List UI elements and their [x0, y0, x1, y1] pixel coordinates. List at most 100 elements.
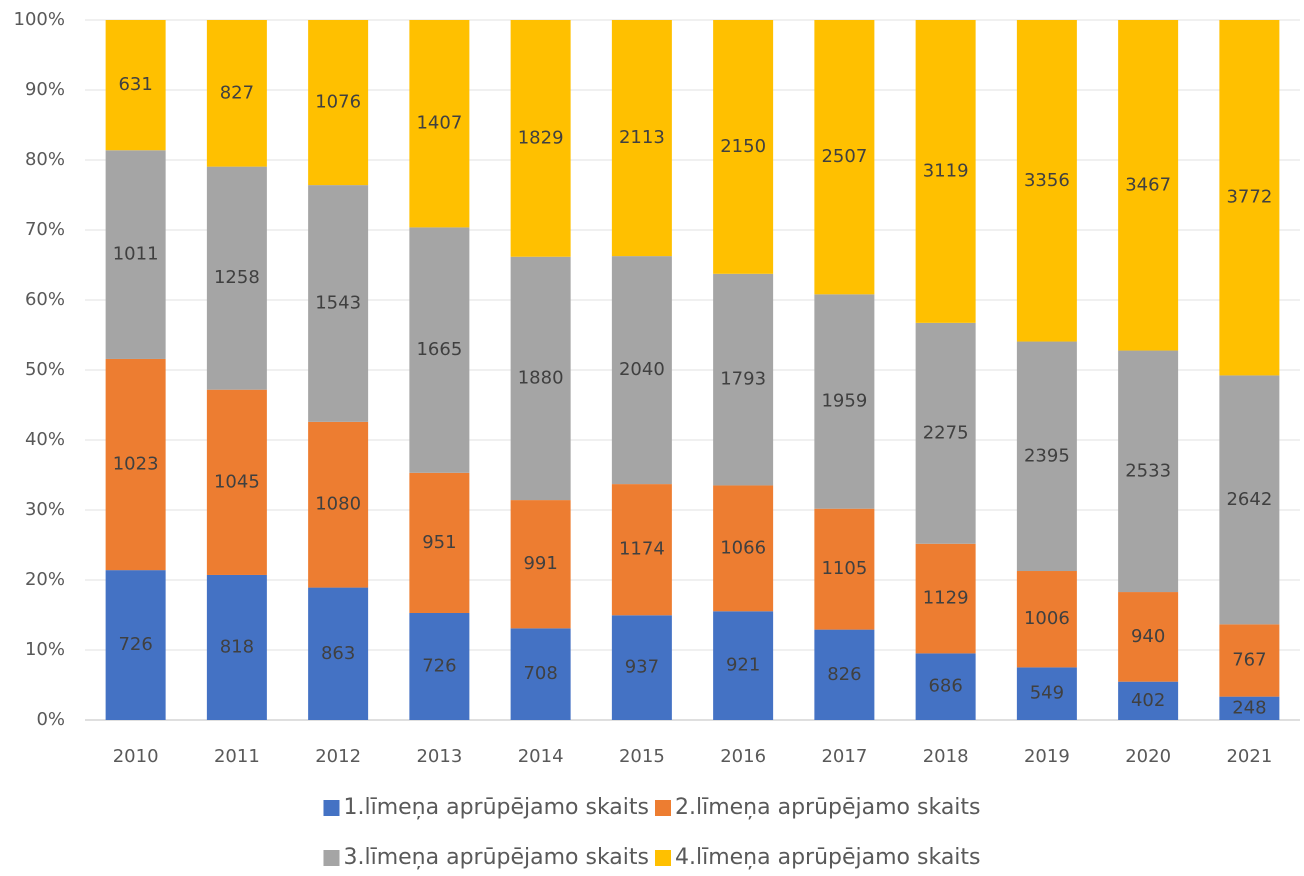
bar-segment [409, 20, 470, 228]
bar-segment [713, 20, 774, 274]
bar-segment [105, 20, 166, 151]
x-tick-label: 2017 [821, 746, 867, 767]
bar-segment [308, 185, 369, 422]
x-tick-label: 2010 [113, 746, 159, 767]
bar-segment [105, 358, 166, 571]
bar-segment [814, 20, 875, 295]
x-tick-label: 2011 [214, 746, 260, 767]
y-tick-label: 0% [36, 709, 65, 730]
data-label: 1023 [113, 454, 159, 475]
data-label: 631 [118, 74, 152, 95]
data-label: 1080 [315, 494, 361, 515]
data-label: 951 [422, 532, 456, 553]
data-label: 2395 [1024, 445, 1070, 466]
data-label: 937 [625, 657, 659, 678]
x-tick-label: 2020 [1125, 746, 1171, 767]
bar-segment [105, 150, 166, 359]
y-tick-label: 100% [14, 9, 65, 30]
bar-segment [713, 273, 774, 486]
data-label: 1045 [214, 471, 260, 492]
data-label: 1066 [720, 537, 766, 558]
bar-segment [308, 20, 369, 186]
x-tick-label: 2016 [720, 746, 766, 767]
data-label: 2040 [619, 359, 665, 380]
data-label: 3772 [1226, 187, 1272, 208]
data-label: 2533 [1125, 460, 1171, 481]
data-label: 1880 [518, 367, 564, 388]
y-tick-label: 80% [25, 149, 65, 170]
bar-segment [915, 322, 976, 544]
data-label: 1665 [416, 339, 462, 360]
data-label: 2642 [1226, 489, 1272, 510]
data-label: 726 [118, 634, 152, 655]
y-tick-label: 30% [25, 499, 65, 520]
data-label: 1829 [518, 127, 564, 148]
bar-segment [510, 256, 571, 501]
data-label: 2113 [619, 127, 665, 148]
legend-swatch [323, 850, 340, 866]
data-label: 686 [928, 676, 962, 697]
bar-segment [308, 587, 369, 720]
legend-label: 3.līmeņa aprūpējamo skaits [343, 845, 649, 870]
y-tick-label: 90% [25, 79, 65, 100]
data-label: 1129 [923, 588, 969, 609]
data-label: 1258 [214, 267, 260, 288]
bar-segment [713, 611, 774, 720]
x-tick-label: 2015 [619, 746, 665, 767]
data-label: 767 [1232, 649, 1266, 670]
bar-segment [409, 612, 470, 720]
y-tick-label: 60% [25, 289, 65, 310]
bar-segment [1016, 341, 1077, 572]
data-label: 1105 [821, 558, 867, 579]
x-tick-label: 2012 [315, 746, 361, 767]
bar-segment [1219, 20, 1280, 376]
bar-segment [915, 653, 976, 720]
bar-segment [1118, 681, 1179, 720]
data-label: 1793 [720, 369, 766, 390]
data-label: 1011 [113, 244, 159, 265]
bar-segment [1016, 667, 1077, 720]
bar-segment [1219, 696, 1280, 720]
legend-label: 2.līmeņa aprūpējamo skaits [675, 795, 981, 820]
data-label: 921 [726, 655, 760, 676]
data-label: 1543 [315, 292, 361, 313]
data-label: 818 [220, 636, 254, 657]
bar-segment [105, 570, 166, 720]
data-label: 402 [1131, 690, 1165, 711]
data-label: 549 [1030, 683, 1064, 704]
data-label: 3356 [1024, 170, 1070, 191]
y-tick-label: 50% [25, 359, 65, 380]
y-tick-label: 10% [25, 639, 65, 660]
bar-segment [611, 256, 672, 485]
y-tick-label: 70% [25, 219, 65, 240]
data-label: 3119 [923, 160, 969, 181]
data-label: 826 [827, 664, 861, 685]
data-label: 2150 [720, 136, 766, 157]
bar-segment [409, 472, 470, 613]
bar-segment [1219, 375, 1280, 625]
bar-segment [1118, 592, 1179, 682]
bar-segment [510, 628, 571, 720]
y-tick-label: 40% [25, 429, 65, 450]
data-label: 1076 [315, 92, 361, 113]
bar-segment [206, 20, 267, 167]
data-label: 1407 [416, 113, 462, 134]
data-label: 1174 [619, 539, 665, 560]
legend-swatch [323, 800, 340, 816]
bar-segment [915, 20, 976, 323]
data-label: 940 [1131, 626, 1165, 647]
data-label: 991 [523, 553, 557, 574]
y-tick-label: 20% [25, 569, 65, 590]
data-label: 708 [523, 663, 557, 684]
bar-segment [308, 421, 369, 588]
bar-segment [713, 485, 774, 612]
bar-segment [814, 629, 875, 720]
bar-segment [915, 543, 976, 654]
data-label: 1959 [821, 391, 867, 412]
data-label: 2507 [821, 146, 867, 167]
bar-segment [409, 227, 470, 473]
bar-segment [814, 294, 875, 509]
bar-segment [1118, 350, 1179, 593]
bar-segment [510, 500, 571, 629]
